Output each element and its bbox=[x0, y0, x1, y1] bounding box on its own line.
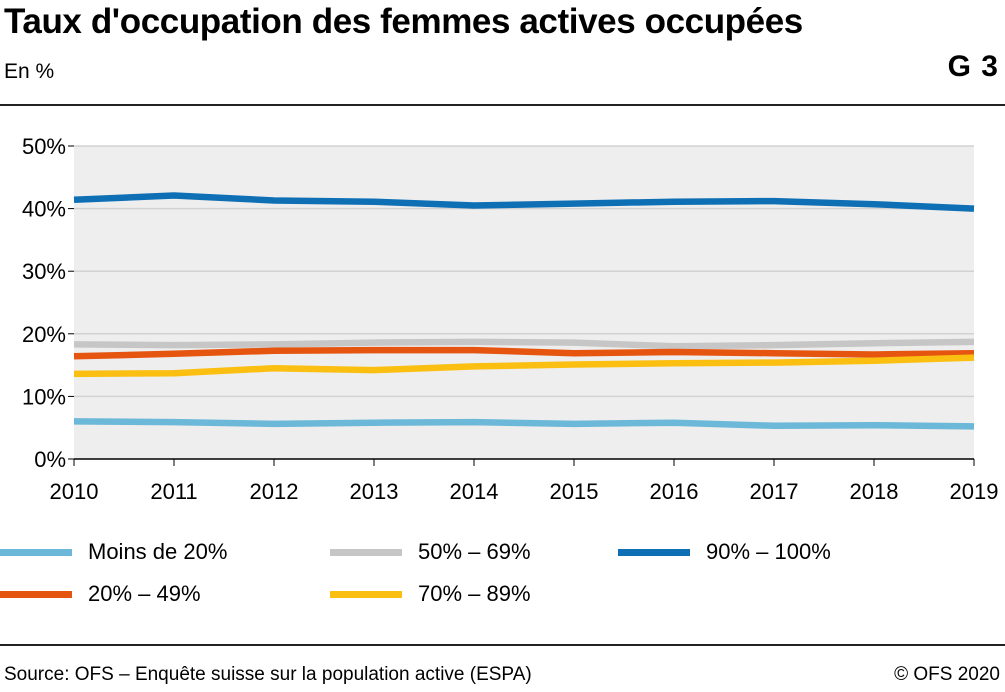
x-axis-ticks: 2010 2011 2012 2013 2014 2015 2016 2017 2018 2019 bbox=[50, 459, 999, 504]
y-axis-ticks: 0% 10% 20% 30% 40% 50% bbox=[22, 134, 74, 472]
legend-label: Moins de 20% bbox=[88, 539, 228, 564]
legend-swatch bbox=[0, 548, 72, 556]
legend-swatch bbox=[330, 548, 402, 556]
chart-title: Taux d'occupation des femmes actives occ… bbox=[4, 2, 803, 41]
line-chart: 0%10%20%30%40%50% 2010 2011 2012 2013 2014 20… bbox=[22, 134, 999, 504]
series-line-moins-de-20 bbox=[73, 418, 975, 430]
copyright-note: © OFS 2020 bbox=[894, 664, 1000, 685]
series-line-90-100 bbox=[73, 192, 975, 212]
plot-area bbox=[74, 146, 974, 459]
x-tick-label: 2010 bbox=[50, 479, 99, 504]
legend-label: 20% – 49% bbox=[88, 581, 201, 606]
legend-label: 90% – 100% bbox=[706, 539, 831, 564]
y-tick-label: 10% bbox=[22, 384, 66, 409]
x-tick-label: 2017 bbox=[750, 479, 799, 504]
x-tick-label: 2011 bbox=[150, 479, 197, 504]
legend-label: 70% – 89% bbox=[418, 581, 531, 606]
x-tick-label: 2013 bbox=[350, 479, 399, 504]
legend-item: 20% – 49% bbox=[0, 574, 201, 614]
series-line-20-49 bbox=[73, 346, 975, 360]
x-tick-label: 2019 bbox=[950, 479, 999, 504]
legend-swatch bbox=[618, 548, 690, 556]
y-tick-label: 50% bbox=[22, 134, 66, 159]
gridlines bbox=[74, 145, 974, 398]
legend: Moins de 20% 50% – 69% 90% – 100% 20% – 49%… bbox=[0, 532, 1005, 622]
y-tick-label: 0% bbox=[34, 447, 66, 472]
chart-subtitle: En % bbox=[4, 60, 55, 83]
x-tick-label: 2016 bbox=[650, 479, 699, 504]
series-line-70-89 bbox=[73, 354, 975, 378]
legend-item: 90% – 100% bbox=[618, 532, 831, 572]
series-line-50-69 bbox=[73, 338, 975, 350]
y-tick-label: 40% bbox=[22, 197, 66, 222]
bottom-divider bbox=[0, 644, 1005, 646]
figure-number: G 3 bbox=[947, 50, 999, 83]
legend-swatch bbox=[0, 590, 72, 598]
x-tick-label: 2012 bbox=[250, 479, 299, 504]
legend-item: 70% – 89% bbox=[330, 574, 531, 614]
y-tick-label: 20% bbox=[22, 322, 66, 347]
top-divider bbox=[0, 104, 1005, 106]
source-note: Source: OFS – Enquête suisse sur la popu… bbox=[4, 664, 532, 685]
legend-item: Moins de 20% bbox=[0, 532, 227, 572]
legend-swatch bbox=[330, 590, 402, 598]
x-tick-label: 2018 bbox=[850, 479, 899, 504]
legend-item: 50% – 69% bbox=[330, 532, 531, 572]
legend-label: 50% – 69% bbox=[418, 539, 531, 564]
series-lines bbox=[73, 192, 975, 430]
x-tick-label: 2015 bbox=[550, 479, 599, 504]
x-tick-label: 2014 bbox=[450, 479, 499, 504]
y-tick-label: 30% bbox=[22, 259, 66, 284]
